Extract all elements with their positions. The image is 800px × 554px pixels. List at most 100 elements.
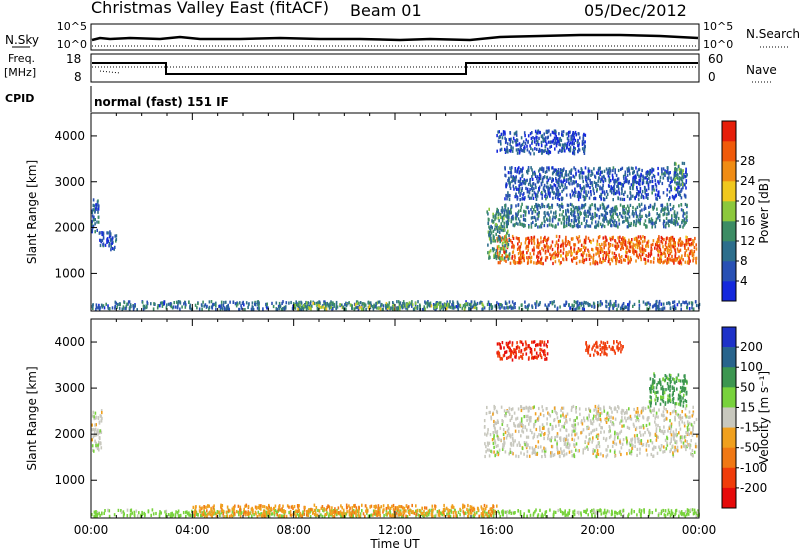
echo-cell: [536, 356, 538, 360]
echo-cell: [470, 305, 472, 309]
echo-cell: [502, 445, 505, 450]
echo-cell: [633, 170, 635, 174]
echo-cell: [573, 166, 575, 170]
echo-cell: [620, 187, 623, 191]
echo-cell: [583, 204, 586, 208]
echo-cell: [540, 348, 543, 352]
echo-cell: [692, 405, 694, 409]
echo-cell: [534, 183, 537, 187]
echo-cell: [665, 236, 668, 240]
echo-cell: [563, 437, 566, 441]
echo-cell: [564, 142, 566, 146]
echo-cell: [599, 413, 601, 418]
echo-cell: [590, 193, 592, 197]
echo-cell: [505, 343, 508, 347]
echo-cell: [692, 307, 695, 311]
echo-cell: [688, 238, 690, 242]
echo-cell: [573, 175, 576, 179]
echo-cell: [629, 223, 632, 227]
echo-cell: [591, 217, 594, 221]
echo-cell: [577, 198, 580, 202]
echo-cell: [597, 183, 599, 188]
echo-cell: [342, 305, 344, 309]
echo-cell: [553, 211, 555, 215]
echo-cell: [680, 445, 683, 449]
echo-cell: [549, 185, 552, 189]
echo-cell: [503, 210, 506, 214]
echo-cell: [620, 246, 623, 250]
echo-cell: [417, 300, 419, 304]
echo-cell: [689, 443, 691, 447]
echo-cell: [490, 241, 492, 245]
echo-cell: [644, 248, 647, 252]
echo-cell: [484, 454, 486, 459]
echo-cell: [617, 181, 620, 185]
echo-cell: [502, 214, 505, 218]
colorbar-tick-label: 16: [740, 214, 755, 228]
echo-cell: [632, 223, 635, 227]
echo-cell: [683, 435, 686, 439]
echo-cell: [578, 148, 581, 152]
echo-cell: [392, 304, 395, 308]
echo-cell: [540, 148, 543, 153]
echo-cell: [573, 453, 575, 457]
echo-cell: [512, 236, 515, 240]
echo-cell: [577, 213, 579, 217]
echo-cell: [527, 304, 529, 308]
echo-cell: [610, 207, 613, 211]
echo-cell: [544, 258, 547, 262]
echo-cell: [525, 245, 528, 249]
echo-cell: [628, 215, 631, 219]
echo-cell: [630, 449, 633, 453]
echo-cell: [111, 246, 114, 251]
echo-cell: [602, 206, 604, 210]
echo-cell: [517, 424, 519, 428]
echo-cell: [621, 197, 624, 201]
echo-cell: [526, 171, 529, 175]
echo-cell: [593, 191, 595, 196]
echo-cell: [531, 177, 534, 181]
echo-cell: [501, 254, 504, 258]
echo-cell: [688, 261, 690, 265]
echo-cell: [683, 244, 686, 248]
echo-cell: [565, 132, 568, 136]
echo-cell: [507, 177, 510, 181]
echo-cell: [541, 221, 543, 225]
echo-cell: [511, 451, 513, 455]
echo-cell: [645, 444, 648, 448]
echo-cell: [545, 255, 547, 260]
echo-cell: [509, 149, 512, 153]
echo-cell: [669, 243, 672, 247]
echo-cell: [618, 218, 620, 222]
echo-cell: [603, 409, 606, 413]
echo-cell: [516, 214, 518, 218]
echo-cell: [580, 248, 583, 252]
echo-cell: [526, 236, 529, 240]
echo-cell: [592, 345, 594, 349]
echo-cell: [597, 171, 599, 175]
echo-cell: [553, 418, 555, 423]
echo-cell: [613, 188, 616, 192]
echo-cell: [537, 190, 539, 194]
echo-cell: [606, 411, 609, 415]
echo-cell: [655, 423, 657, 427]
echo-cell: [491, 226, 493, 230]
echo-cell: [501, 210, 504, 214]
echo-cell: [557, 196, 559, 200]
echo-cell: [571, 433, 573, 437]
echo-cell: [651, 179, 654, 184]
echo-cell: [94, 207, 97, 211]
echo-cell: [584, 440, 587, 444]
echo-cell: [544, 245, 546, 249]
echo-cell: [559, 438, 562, 442]
echo-cell: [399, 307, 401, 311]
echo-cell: [542, 262, 544, 266]
echo-cell: [625, 176, 627, 180]
echo-cell: [539, 412, 542, 416]
echo-cell: [619, 421, 621, 425]
echo-cell: [642, 174, 644, 178]
echo-cell: [529, 152, 532, 156]
echo-cell: [624, 416, 626, 420]
echo-cell: [468, 307, 470, 311]
echo-cell: [575, 432, 578, 436]
